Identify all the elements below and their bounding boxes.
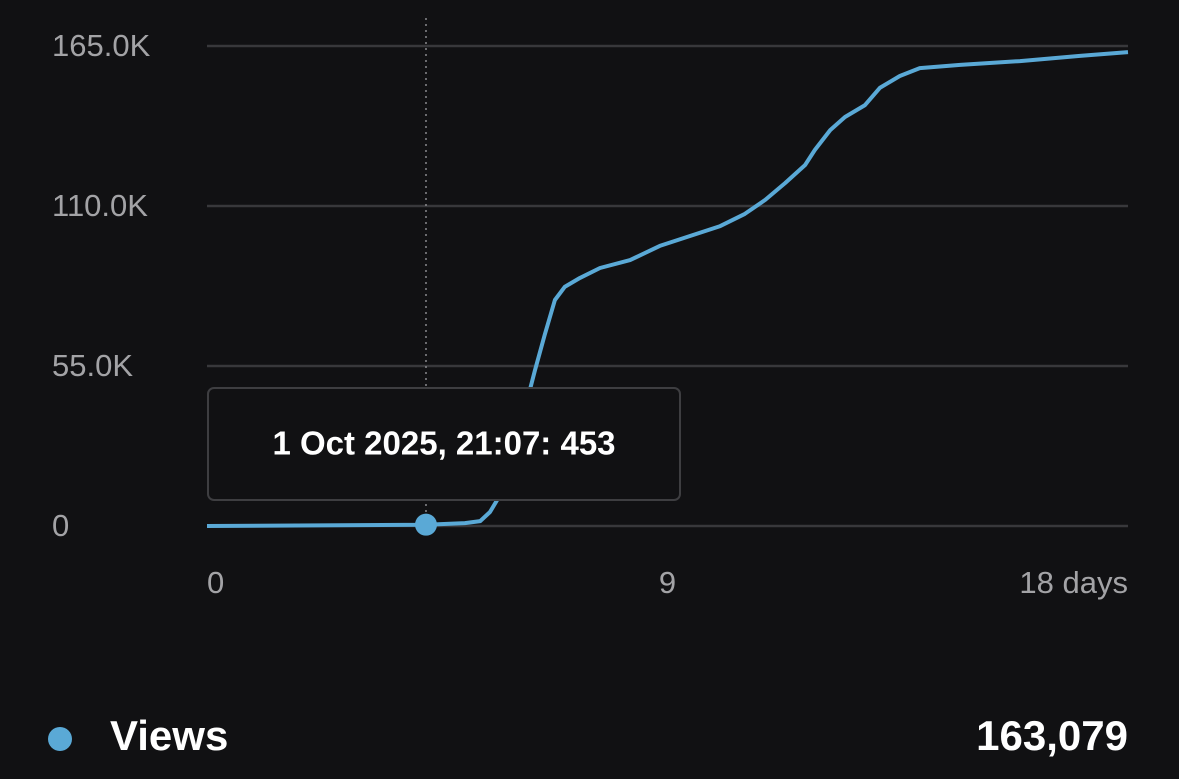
y-tick-label: 0 bbox=[52, 508, 69, 543]
x-tick-label: 9 bbox=[659, 565, 676, 600]
y-tick-label: 165.0K bbox=[52, 28, 151, 63]
y-tick-label: 55.0K bbox=[52, 348, 133, 383]
tooltip-box bbox=[207, 387, 681, 501]
tooltip-marker bbox=[414, 513, 437, 536]
x-tick-label: 18 days bbox=[1019, 565, 1128, 600]
total-views: 163,079 bbox=[976, 712, 1128, 759]
y-tick-label: 110.0K bbox=[52, 188, 148, 223]
x-tick-label: 0 bbox=[207, 565, 224, 600]
tooltip-label: 1 Oct 2025, 21:07: 453 bbox=[272, 425, 615, 462]
legend-label: Views bbox=[110, 712, 228, 759]
legend-dot bbox=[48, 727, 72, 751]
